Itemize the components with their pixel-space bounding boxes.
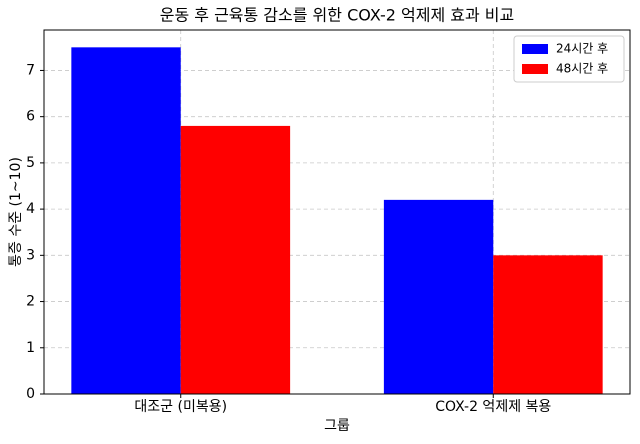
plot-frame — [43, 29, 631, 395]
y-tick-label: 6 — [26, 109, 35, 125]
y-tick-label: 4 — [26, 201, 35, 217]
bar — [383, 199, 494, 394]
x-tick-label: 대조군 (미복용) — [134, 399, 227, 415]
legend-label: 24시간 후 — [556, 42, 608, 56]
y-tick-label: 5 — [26, 155, 35, 171]
y-tick-label: 7 — [26, 62, 35, 78]
legend-swatch — [522, 64, 548, 74]
y-axis-label: 통증 수준 (1~10) — [8, 157, 24, 267]
x-tick-label: COX-2 억제제 복용 — [435, 399, 551, 415]
bar — [71, 47, 181, 394]
y-tick-label: 1 — [26, 340, 35, 356]
legend-swatch — [522, 44, 548, 54]
bar — [493, 255, 603, 394]
bar — [180, 125, 291, 395]
x-axis-label: 그룹 — [324, 418, 350, 434]
y-tick-label: 2 — [26, 294, 35, 310]
chart-title: 운동 후 근육통 감소를 위한 COX-2 억제제 효과 비교 — [160, 6, 515, 25]
legend-label: 48시간 후 — [556, 62, 608, 76]
y-tick-label: 0 — [26, 386, 35, 402]
y-tick-label: 3 — [26, 247, 35, 263]
